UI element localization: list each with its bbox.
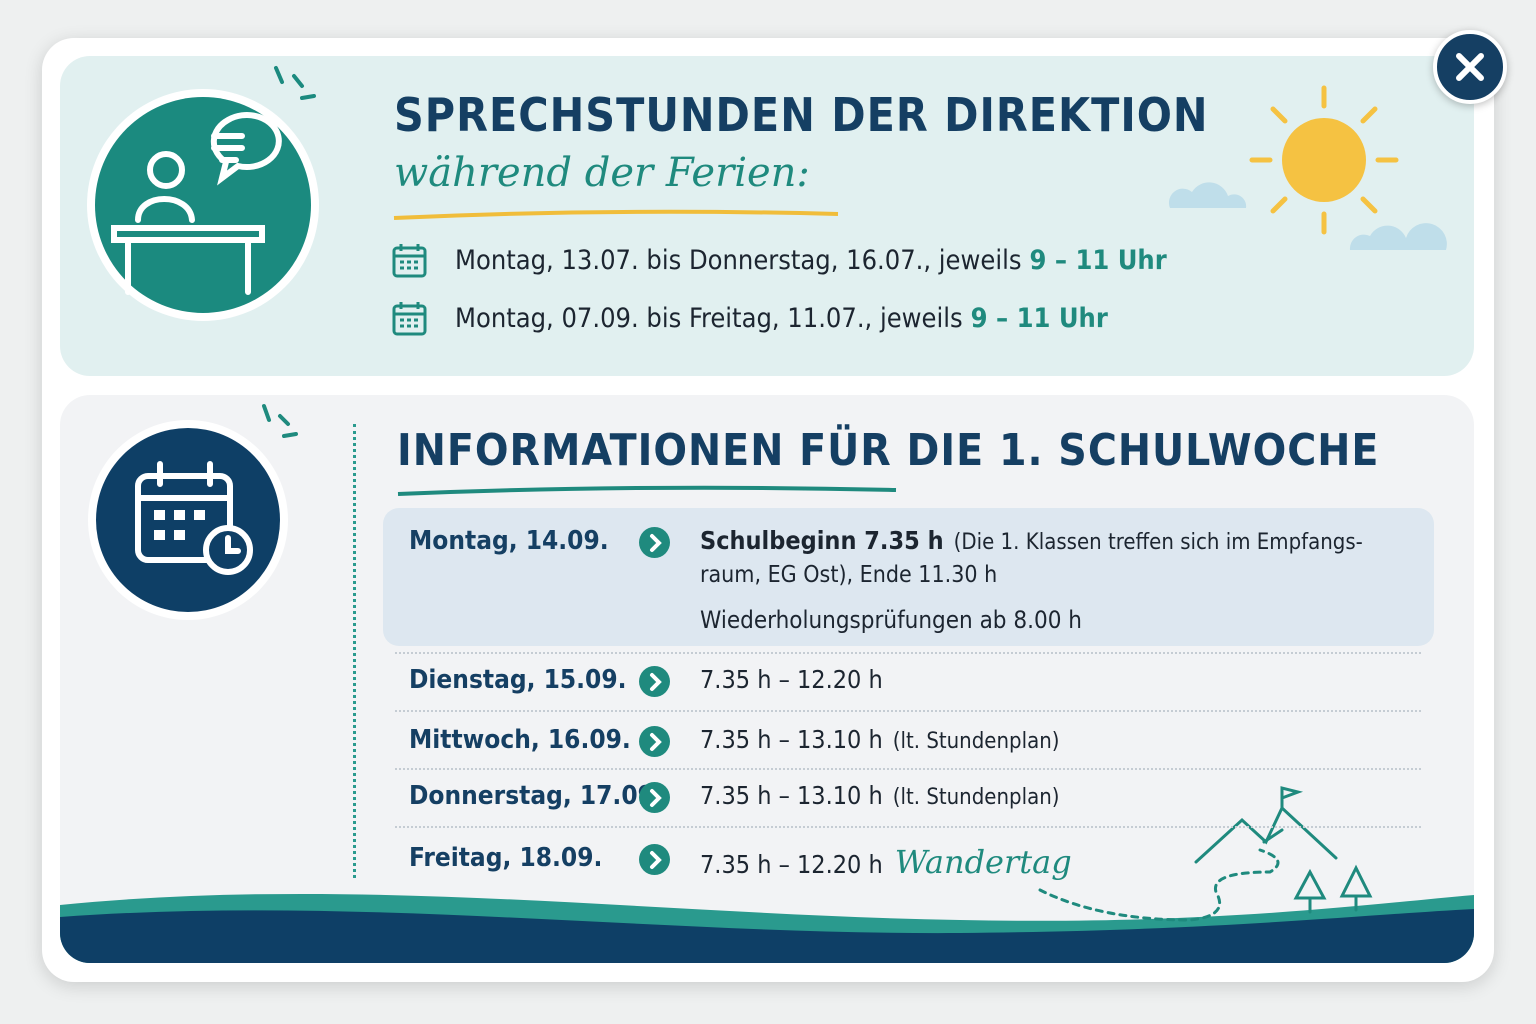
title: SPRECHSTUNDEN DER DIREKTION [394,88,1209,142]
schedule-main: 7.35 h – 12.20 h [700,665,883,694]
schedule-text: 7.35 h – 13.10 h (lt. Stundenplan) [700,781,1060,810]
underline [393,209,839,220]
schedule-icon [88,404,298,620]
schedule-text: 7.35 h – 12.20 h [700,665,883,694]
schedule-text: raum, EG Ost), Ende 11.30 h [700,562,998,588]
row-separator [395,826,1421,828]
arrow-icon [639,844,670,875]
hike-decoration [1038,786,1373,922]
dotted-divider [353,424,356,878]
chevron [650,534,662,552]
arrow-icon [639,527,670,558]
schedule-text: Wiederholungsprüfungen ab 8.00 h [700,606,1082,634]
office-hours-time: 9 – 11 Uhr [970,303,1108,334]
arrow-icon [639,666,670,697]
chevron [650,851,662,869]
close-button[interactable] [1433,30,1507,104]
schedule-main: Schulbeginn 7.35 h [700,526,944,555]
calendar-icon [392,244,427,278]
schedule-main: 7.35 h – 13.10 h [700,725,883,754]
day-label: Dienstag, 15.09. [409,665,627,695]
calendar-icon [392,302,427,336]
schedule-text: 7.35 h – 12.20 h Wandertag [700,843,1072,881]
schedule-note: Wandertag [894,843,1072,881]
wave [60,893,1474,963]
highlight-row [383,508,1434,646]
week-title: INFORMATIONEN FÜR DIE 1. SCHULWOCHE [397,425,1380,476]
schedule-note: (Die 1. Klassen treffen sich im Empfangs… [953,530,1363,555]
underline [397,485,897,496]
row-separator [395,768,1421,770]
close-icon [1456,53,1484,81]
arrow-icon [639,782,670,813]
office-hours-row: Montag, 07.09. bis Freitag, 11.07., jewe… [455,303,1108,334]
day-label: Montag, 14.09. [409,526,609,556]
schedule-note: (lt. Stundenplan) [892,785,1060,810]
day-label: Mittwoch, 16.09. [409,725,631,755]
chevron [650,673,662,691]
schedule-note: (lt. Stundenplan) [892,729,1060,754]
desk-icon [87,66,319,321]
row-separator [395,652,1421,654]
office-hours-text: Montag, 07.09. bis Freitag, 11.07., jewe… [455,303,963,334]
week-panel [60,395,1474,963]
schedule-text: 7.35 h – 13.10 h (lt. Stundenplan) [700,725,1060,754]
subtitle: während der Ferien: [394,150,810,196]
schedule-main: 7.35 h – 12.20 h [700,850,883,879]
sun-decoration [1168,85,1447,250]
schedule-main: 7.35 h – 13.10 h [700,781,883,810]
office-hours-text: Montag, 13.07. bis Donnerstag, 16.07., j… [455,245,1022,276]
office-hours-row: Montag, 13.07. bis Donnerstag, 16.07., j… [455,245,1167,276]
chevron [650,733,662,751]
arrow-icon [639,726,670,757]
office-hours-time: 9 – 11 Uhr [1029,245,1167,276]
day-label: Freitag, 18.09. [409,843,603,873]
day-label: Donnerstag, 17.09. [409,781,663,811]
schedule-text: Schulbeginn 7.35 h (Die 1. Klassen treffe… [700,526,1363,555]
row-separator [395,710,1421,712]
chevron [650,789,662,807]
